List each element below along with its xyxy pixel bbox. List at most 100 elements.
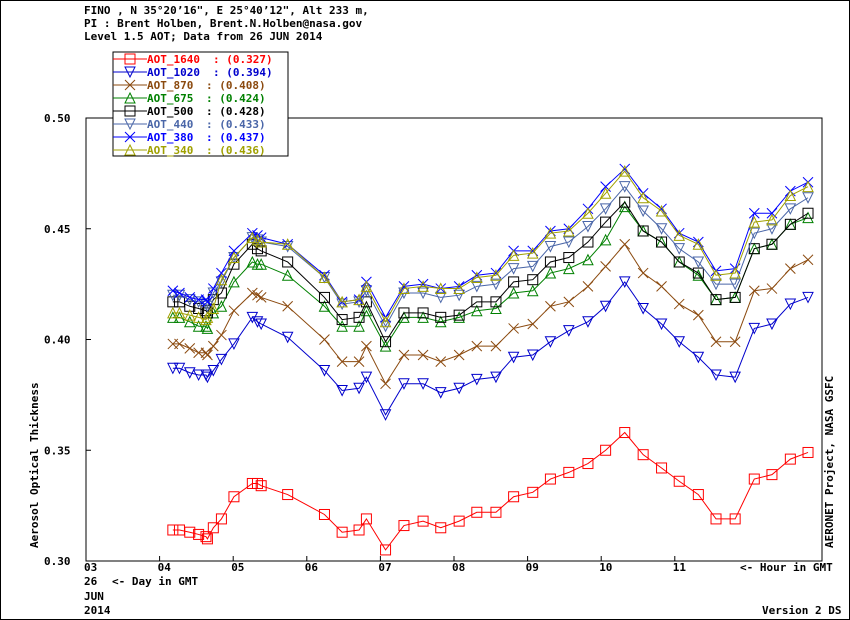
series-line (172, 281, 809, 416)
data-point (174, 287, 185, 299)
data-point (398, 349, 410, 361)
data-point (544, 266, 557, 279)
plot-area (85, 117, 823, 562)
y-tick-label: 0.50 (44, 112, 71, 125)
data-point (255, 245, 267, 257)
data-point (353, 293, 365, 306)
day-value: 26 (84, 575, 98, 588)
data-point (637, 225, 649, 237)
series-line (172, 185, 809, 328)
data-point (417, 378, 429, 390)
data-point (318, 291, 330, 303)
data-point (600, 444, 612, 456)
data-point (435, 311, 447, 323)
series-aot_1640 (167, 427, 814, 556)
data-point (656, 280, 667, 292)
series-aot_870 (167, 238, 814, 390)
data-point (360, 280, 373, 292)
data-point (802, 192, 814, 204)
data-point (228, 275, 240, 288)
data-point (710, 369, 722, 382)
data-point (784, 453, 796, 465)
y-tick-label: 0.45 (44, 223, 71, 236)
data-point (380, 544, 392, 556)
data-point (599, 233, 612, 246)
data-point (183, 309, 196, 321)
data-point (215, 273, 228, 286)
data-point (360, 304, 373, 317)
data-point (282, 489, 294, 501)
data-point (729, 266, 741, 279)
data-point (507, 263, 520, 275)
data-point (784, 298, 797, 311)
data-point (417, 311, 429, 323)
data-point (379, 409, 392, 421)
data-point (766, 469, 778, 481)
legend-marker-x-icon (124, 131, 136, 143)
data-point (582, 207, 594, 219)
data-point (802, 446, 814, 458)
data-point (599, 187, 612, 199)
axis-ticks: 03 04 05 06 07 08 09 10 11 0.30 0.35 0.40 0.45 0.50 (44, 112, 686, 574)
data-point (673, 243, 686, 255)
data-point (766, 238, 778, 250)
data-point (318, 365, 331, 377)
data-point (184, 526, 196, 538)
data-point (353, 382, 365, 395)
legend-mean: : (0.437) (206, 131, 266, 144)
data-point (508, 323, 519, 334)
legend-marker-square-icon (124, 53, 136, 65)
data-point (192, 320, 205, 332)
data-point (563, 296, 575, 308)
data-point (435, 522, 447, 534)
data-point (255, 292, 267, 303)
data-point (453, 282, 465, 295)
data-point (435, 356, 447, 368)
x-tick-label: 03 (84, 561, 97, 574)
data-point (619, 427, 631, 439)
data-point (582, 280, 594, 292)
data-point (673, 229, 686, 241)
data-point (255, 480, 267, 492)
data-point (207, 302, 220, 314)
data-point (544, 240, 557, 253)
data-point (173, 311, 186, 323)
legend-marker-tri-up-icon (124, 91, 136, 104)
data-point (434, 282, 447, 295)
data-point (673, 298, 685, 310)
data-point (255, 235, 267, 248)
data-point (167, 524, 179, 536)
data-point (417, 349, 429, 361)
data-point (766, 318, 778, 331)
data-point (692, 269, 705, 281)
data-point (563, 224, 575, 237)
data-point (729, 513, 741, 525)
data-point (207, 522, 219, 534)
data-point (336, 295, 348, 308)
data-point (656, 236, 668, 248)
data-point (710, 278, 722, 291)
x-tick-label: 09 (526, 561, 539, 574)
data-point (207, 283, 219, 294)
data-point (215, 513, 227, 525)
data-point (417, 287, 429, 300)
x-tick-label: 06 (305, 561, 319, 574)
data-point (417, 515, 429, 527)
data-point (228, 305, 240, 317)
data-point (453, 382, 465, 395)
data-point (748, 285, 760, 297)
legend-label: AOT_380 (147, 131, 193, 144)
data-point (471, 506, 483, 518)
data-point (167, 311, 179, 323)
data-point (207, 365, 220, 377)
legend-item: AOT_870: (0.408) (113, 79, 266, 92)
data-point (471, 296, 483, 308)
x-tick-label: 11 (673, 561, 687, 574)
data-point (228, 491, 240, 503)
series-aot_500 (167, 196, 814, 348)
data-point (692, 309, 704, 321)
data-point (183, 315, 196, 328)
data-point (545, 300, 556, 312)
data-point (748, 322, 761, 335)
data-point (167, 362, 179, 375)
